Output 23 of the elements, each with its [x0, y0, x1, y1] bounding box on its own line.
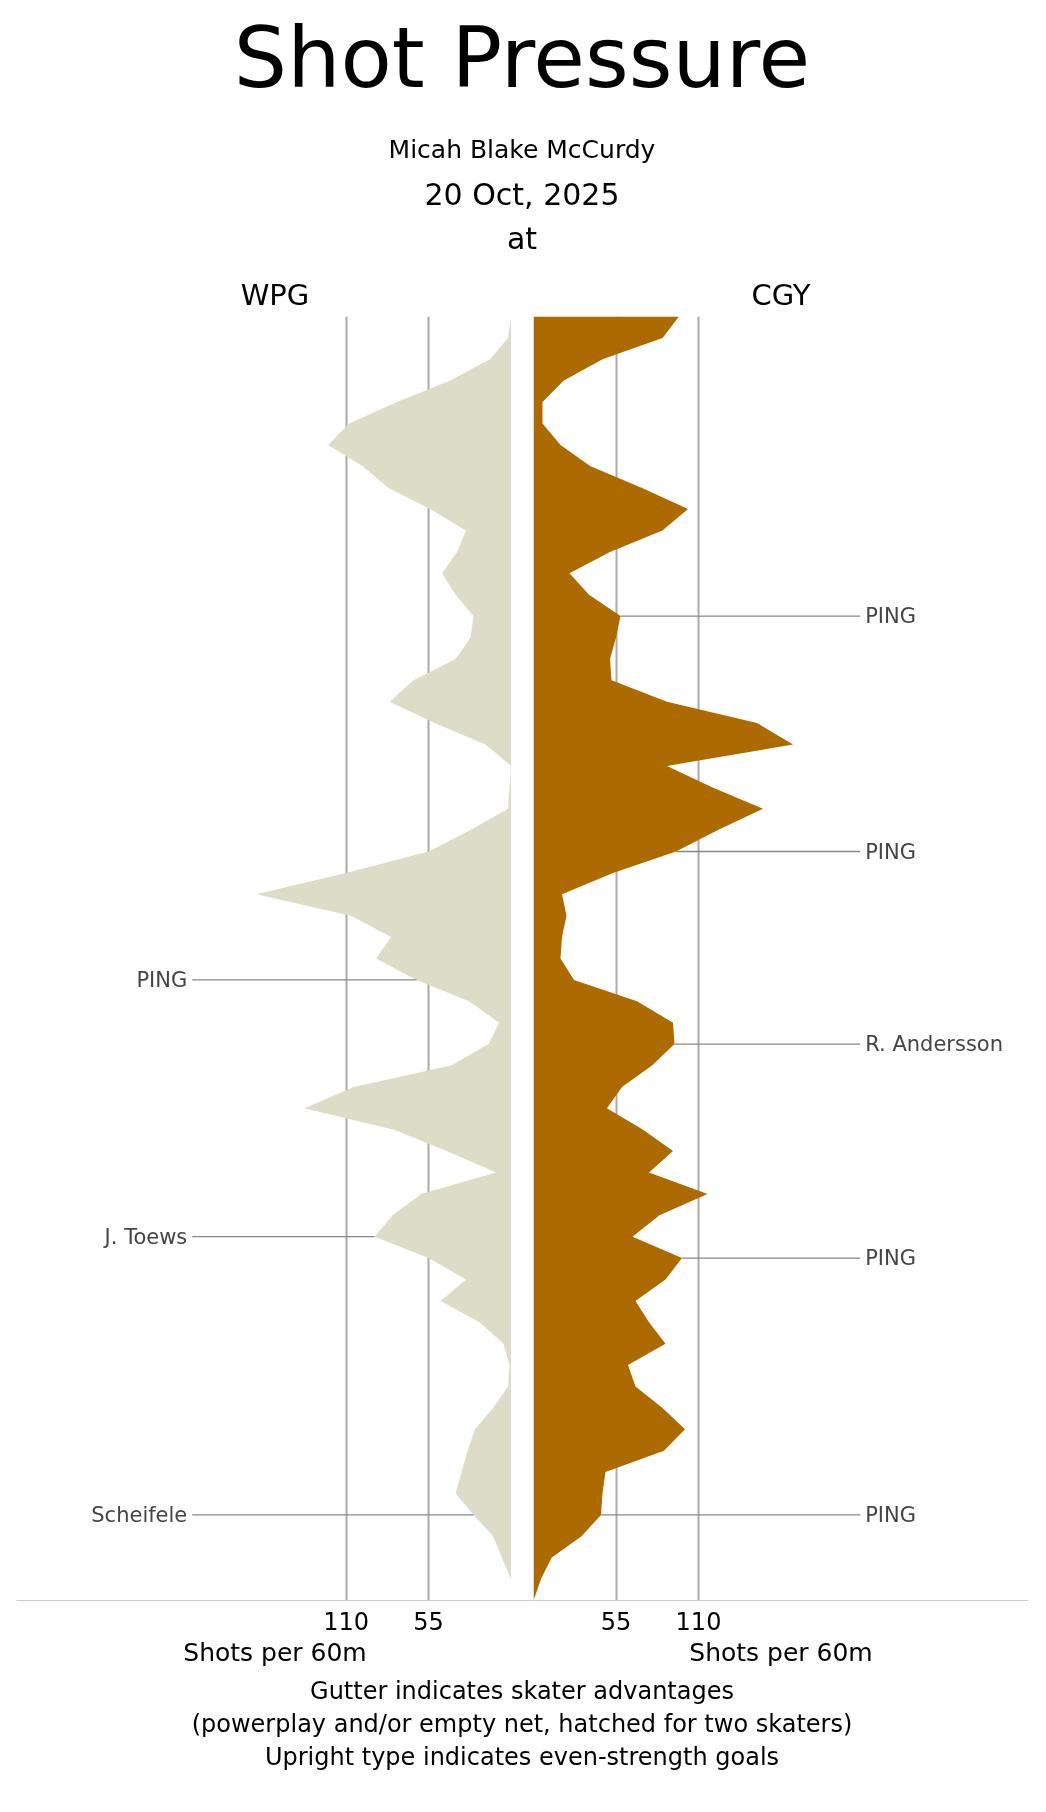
x-tick-label: 110: [675, 1607, 722, 1636]
x-tick-label: 55: [600, 1607, 632, 1636]
x-tick-label: 110: [323, 1607, 370, 1636]
x-axis-title: Shots per 60m: [689, 1637, 873, 1667]
data-label: PING: [136, 967, 188, 992]
data-label: PING: [865, 604, 917, 629]
x-tick-label: 55: [413, 1607, 444, 1636]
text: CGY: [751, 277, 811, 312]
text: WPG: [240, 277, 310, 312]
text: at: [505, 220, 539, 258]
data-label: R. Andersson: [865, 1032, 1003, 1057]
data-label: PING: [865, 1246, 917, 1271]
text: 20 Oct, 2025: [423, 176, 621, 214]
text: Upright type indicates even-strength goals: [263, 1742, 781, 1773]
x-axis-title: Shots per 60m: [183, 1637, 367, 1667]
data-label: PING: [865, 1502, 917, 1527]
text: (powerplay and/or empty net, hatched for two skaters): [190, 1709, 854, 1740]
chart-subtitle: Micah Blake McCurdy: [387, 134, 657, 166]
chart-title: Shot Pressure: [232, 8, 812, 108]
data-label: J. Toews: [102, 1224, 188, 1249]
data-label: Scheifele: [91, 1502, 188, 1527]
data-label: PING: [865, 839, 917, 864]
text: Gutter indicates skater advantages: [309, 1676, 735, 1707]
